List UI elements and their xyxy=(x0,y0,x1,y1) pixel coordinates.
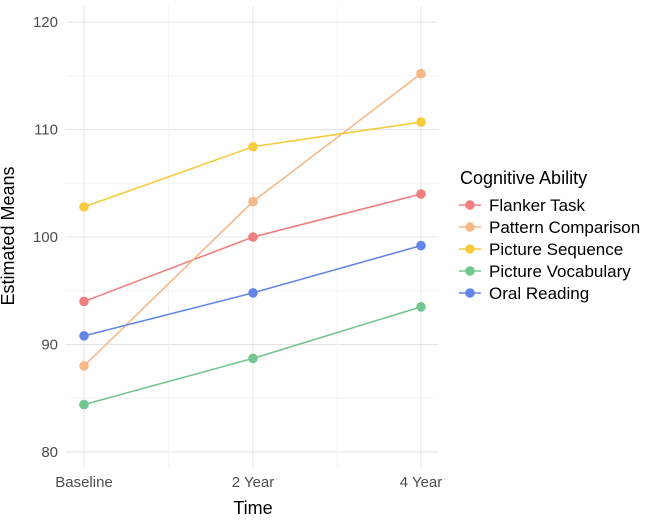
legend-label: Pattern Comparison xyxy=(489,218,640,237)
data-point xyxy=(416,240,426,251)
x-tick-label: 4 Year xyxy=(400,474,443,491)
data-point xyxy=(79,296,89,307)
data-point xyxy=(248,288,258,298)
legend-label: Oral Reading xyxy=(489,284,589,303)
data-point xyxy=(79,331,89,341)
y-tick-label: 100 xyxy=(33,229,58,246)
legend-key-point xyxy=(465,244,475,254)
y-axis-title: Estimated Means xyxy=(0,166,18,305)
x-tick-label: Baseline xyxy=(55,474,113,491)
x-axis-ticks: Baseline 2 Year 4 Year xyxy=(55,474,442,491)
data-point xyxy=(248,141,258,152)
legend-key-point xyxy=(465,222,475,232)
data-point xyxy=(248,232,258,242)
x-tick-label: 2 Year xyxy=(232,474,275,491)
grid-lines xyxy=(66,6,438,468)
data-point xyxy=(79,202,89,212)
legend-key-point xyxy=(465,266,475,276)
series-lines xyxy=(79,68,426,410)
y-axis-ticks: 80 90 100 110 120 xyxy=(33,14,58,461)
data-point xyxy=(79,361,89,371)
data-point xyxy=(248,353,258,364)
data-point xyxy=(416,302,426,312)
legend-key-point xyxy=(465,288,475,298)
legend-label: Picture Sequence xyxy=(489,240,623,259)
y-tick-label: 120 xyxy=(33,14,58,31)
y-tick-label: 80 xyxy=(41,444,58,461)
y-tick-label: 110 xyxy=(34,122,58,139)
legend: Cognitive Ability Flanker Task Pattern Co… xyxy=(459,168,640,303)
data-point xyxy=(416,68,426,79)
data-point xyxy=(416,117,426,127)
data-point xyxy=(248,196,258,207)
x-axis-title: Time xyxy=(233,498,272,518)
data-point xyxy=(416,189,426,199)
y-tick-label: 90 xyxy=(41,336,58,353)
data-point xyxy=(79,399,89,410)
legend-label: Flanker Task xyxy=(489,196,586,215)
legend-title: Cognitive Ability xyxy=(460,168,587,188)
legend-label: Picture Vocabulary xyxy=(489,262,631,281)
legend-key-point xyxy=(465,200,475,210)
